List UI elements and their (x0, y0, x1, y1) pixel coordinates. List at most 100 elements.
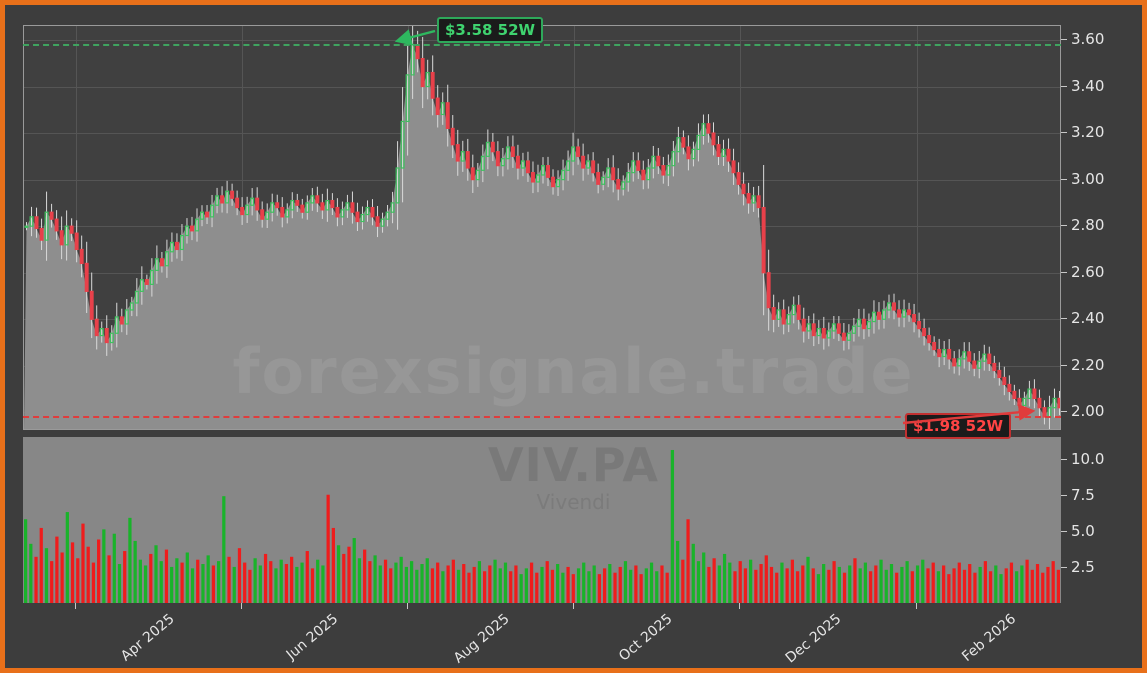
candle-up (606, 167, 611, 178)
volume-bar-down (775, 572, 779, 603)
volume-bar-down (446, 565, 450, 603)
volume-bar-down (801, 565, 805, 603)
candle-up (139, 279, 144, 292)
candle-down (255, 197, 260, 211)
candle-down (315, 195, 320, 204)
volume-bar-down (1041, 572, 1045, 603)
volume-bar-down (764, 555, 768, 603)
candle-up (816, 327, 821, 337)
volume-bar-down (660, 565, 664, 603)
candle-down (280, 206, 285, 218)
volume-bar-down (874, 565, 878, 603)
volume-bar-up (133, 540, 137, 603)
volume-tick-label: 2.5 (1071, 557, 1095, 576)
volume-bar-up (822, 564, 826, 603)
date-tick-label: Apr 2025 (117, 611, 178, 665)
candle-down (350, 202, 355, 213)
volume-bar-down (597, 574, 601, 603)
candle-down (546, 165, 550, 178)
volume-bar-down (529, 562, 534, 603)
volume-bar-up (837, 566, 841, 603)
volume-bar-up (279, 559, 283, 603)
low-52w-label: $1.98 52W (905, 413, 1012, 439)
candle-up (866, 321, 871, 330)
volume-bar-down (686, 519, 690, 603)
candle-down (766, 272, 771, 309)
candle-down (300, 204, 305, 213)
volume-bar-down (467, 572, 471, 603)
date-tick-mark (240, 603, 242, 609)
candle-down (726, 148, 731, 162)
price-tick-label: 3.40 (1071, 76, 1105, 95)
candle-down (450, 127, 455, 146)
candle-up (982, 353, 987, 362)
volume-tick-mark (1061, 530, 1067, 532)
volume-bar-up (378, 565, 382, 603)
volume-bar-down (55, 536, 59, 603)
candle-down (435, 97, 440, 116)
date-tick-label: Jun 2025 (283, 611, 342, 664)
volume-bar-up (978, 566, 982, 603)
candle-up (887, 302, 891, 311)
volume-bar-down (263, 553, 268, 603)
volume-bar-down (602, 568, 607, 603)
candle-up (500, 158, 505, 167)
candle-down (997, 369, 1002, 379)
candle-up (651, 155, 656, 169)
price-tick-label: 3.60 (1071, 29, 1105, 48)
candle-down (922, 327, 927, 337)
volume-bar-up (879, 559, 883, 603)
candle-up (676, 137, 681, 153)
candle-down (465, 151, 470, 169)
volume-bar-down (1025, 559, 1029, 603)
volume-bar-up (128, 517, 132, 603)
candle-up (305, 202, 310, 213)
price-tick-mark (1061, 225, 1067, 227)
candle-down (821, 327, 826, 339)
volume-bar-up (816, 574, 821, 603)
candle-down (370, 206, 375, 218)
candle-up (460, 151, 465, 162)
volume-bar-up (456, 569, 461, 603)
price-gridline (24, 133, 1060, 135)
candle-up (902, 309, 907, 318)
high-52w-line (23, 43, 1061, 46)
candle-up (1052, 397, 1057, 409)
volume-bar-down (34, 556, 38, 603)
volume-bar-up (999, 574, 1003, 603)
candle-up (962, 351, 967, 360)
price-tick-label: 2.40 (1071, 309, 1105, 328)
volume-bar-up (138, 559, 142, 603)
price-tick-label: 2.80 (1071, 216, 1105, 235)
candle-down (79, 248, 84, 265)
volume-bar-up (905, 561, 909, 603)
candle-down (1057, 397, 1060, 409)
volume-bar-up (994, 565, 998, 603)
volume-bar-up (357, 558, 362, 603)
volume-bar-up (676, 540, 680, 603)
candle-down (876, 311, 881, 320)
candle-up (270, 202, 275, 213)
volume-bar-up (420, 564, 424, 603)
volume-bar-up (498, 568, 502, 603)
candle-up (290, 199, 295, 211)
volume-bar-down (957, 562, 961, 603)
volume-bar-up (582, 562, 586, 603)
volume-bar-down (91, 562, 96, 603)
volume-bar-down (754, 569, 758, 603)
candle-down (420, 57, 425, 88)
volume-bar-down (811, 568, 815, 603)
volume-bar-down (180, 562, 184, 603)
volume-bar-down (947, 574, 951, 603)
volume-bar-up (23, 519, 28, 603)
candle-down (235, 197, 240, 209)
volume-bar-up (206, 555, 210, 603)
volume-bar-up (316, 559, 320, 603)
candle-up (871, 311, 876, 323)
candle-down (495, 151, 500, 167)
candle-down (230, 190, 235, 199)
volume-bar-down (571, 574, 575, 603)
candle-up (601, 176, 606, 185)
volume-bar-down (389, 568, 393, 603)
